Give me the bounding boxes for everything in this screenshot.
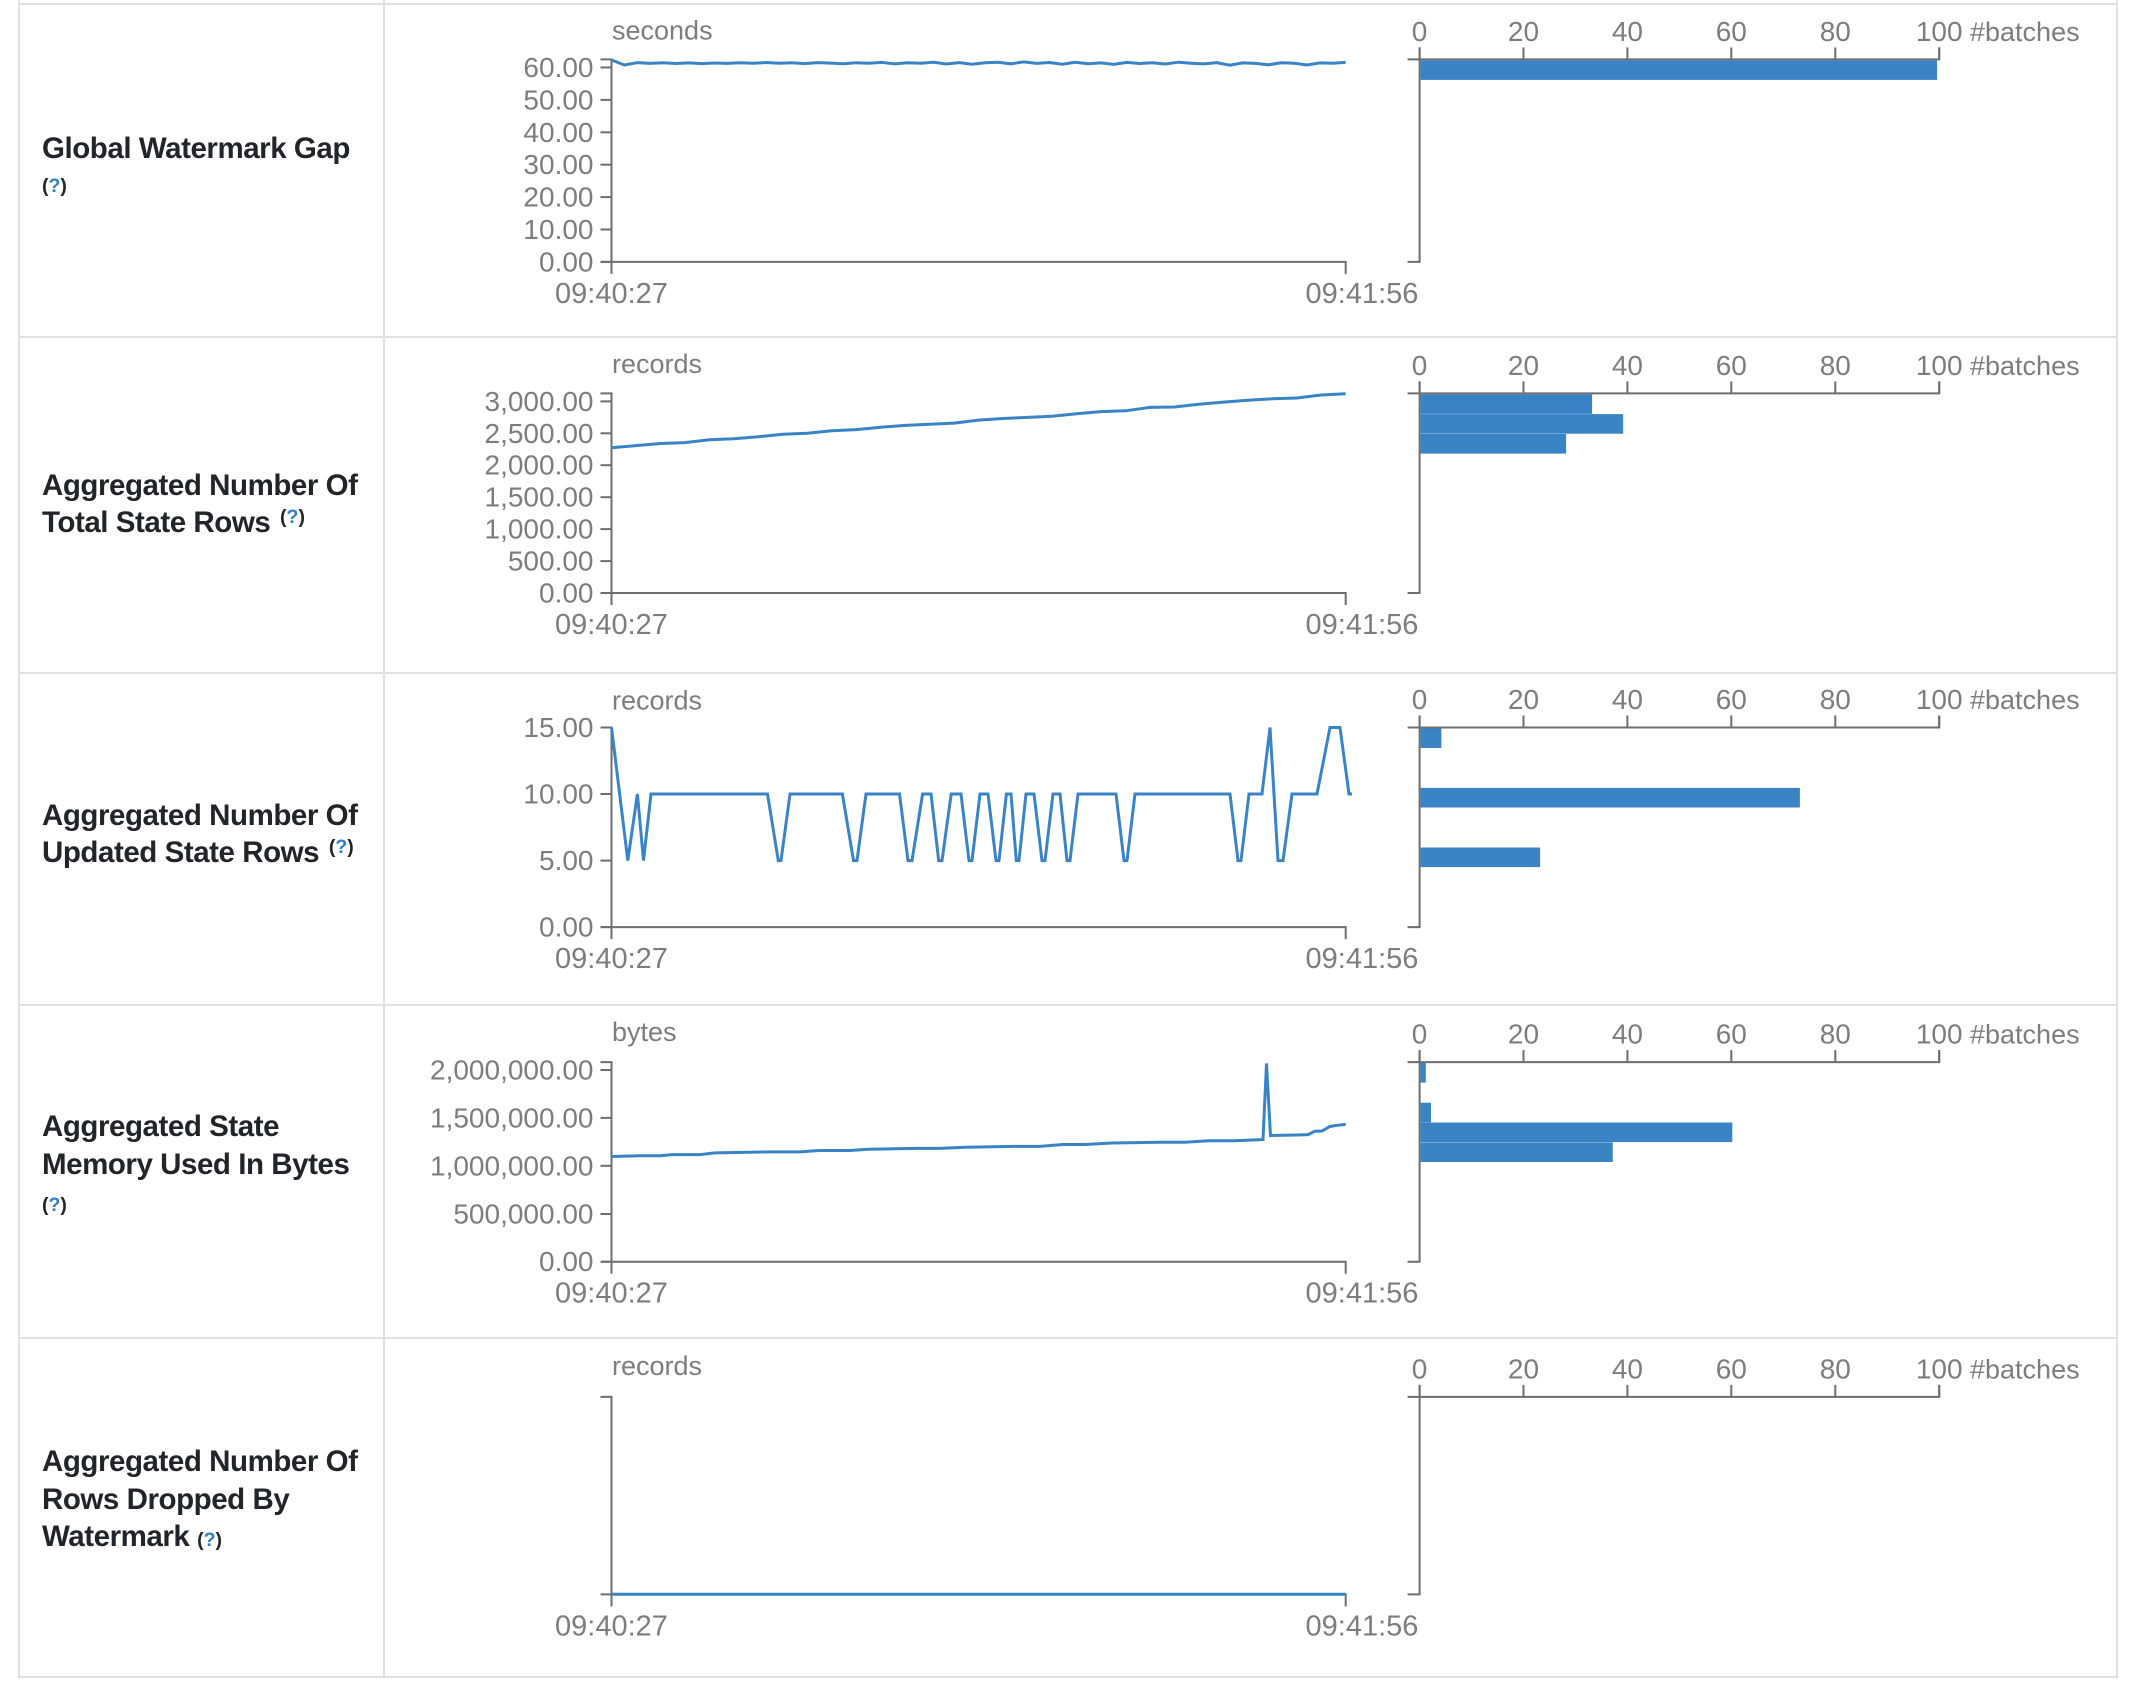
svg-text:20: 20 — [1508, 1353, 1539, 1384]
svg-text:09:41:56: 09:41:56 — [1306, 943, 1419, 975]
svg-text:5.00: 5.00 — [539, 845, 594, 876]
svg-text:80: 80 — [1820, 1019, 1851, 1050]
svg-text:bytes: bytes — [612, 1017, 677, 1047]
svg-text:60: 60 — [1716, 684, 1747, 715]
svg-text:100: 100 — [1916, 1019, 1963, 1050]
svg-text:1,500,000.00: 1,500,000.00 — [430, 1102, 594, 1133]
svg-text:seconds: seconds — [612, 16, 713, 46]
svg-text:09:40:27: 09:40:27 — [555, 609, 668, 641]
svg-text:0: 0 — [1412, 350, 1428, 381]
svg-text:60: 60 — [1716, 1353, 1747, 1384]
svg-text:80: 80 — [1820, 350, 1851, 381]
svg-text:0.00: 0.00 — [539, 578, 594, 609]
svg-text:records: records — [612, 349, 702, 379]
svg-text:1,000,000.00: 1,000,000.00 — [430, 1150, 594, 1181]
svg-text:80: 80 — [1820, 684, 1851, 715]
svg-text:500.00: 500.00 — [508, 546, 594, 577]
svg-text:3,000.00: 3,000.00 — [485, 386, 594, 417]
svg-text:40: 40 — [1612, 1019, 1643, 1050]
svg-text:09:41:56: 09:41:56 — [1306, 1610, 1419, 1642]
svg-text:20: 20 — [1508, 350, 1539, 381]
svg-text:records: records — [612, 1351, 702, 1381]
svg-text:2,000.00: 2,000.00 — [485, 450, 594, 481]
svg-text:09:41:56: 09:41:56 — [1306, 1278, 1419, 1310]
svg-text:100: 100 — [1916, 684, 1963, 715]
svg-text:40: 40 — [1612, 16, 1643, 47]
svg-text:20: 20 — [1508, 16, 1539, 47]
svg-text:50.00: 50.00 — [523, 84, 593, 115]
svg-text:100: 100 — [1916, 350, 1963, 381]
svg-text:#batches: #batches — [1970, 1020, 2080, 1050]
svg-text:#batches: #batches — [1970, 685, 2080, 715]
svg-text:20: 20 — [1508, 1019, 1539, 1050]
svg-text:0.00: 0.00 — [539, 246, 594, 277]
svg-text:1,500.00: 1,500.00 — [485, 482, 594, 513]
svg-text:15.00: 15.00 — [523, 712, 593, 743]
svg-text:20.00: 20.00 — [523, 182, 593, 213]
svg-text:0.00: 0.00 — [539, 912, 594, 943]
svg-text:2,000,000.00: 2,000,000.00 — [430, 1055, 594, 1086]
svg-text:60: 60 — [1716, 16, 1747, 47]
svg-text:10.00: 10.00 — [523, 214, 593, 245]
svg-text:500,000.00: 500,000.00 — [453, 1199, 593, 1230]
svg-text:1,000.00: 1,000.00 — [485, 514, 594, 545]
svg-text:09:40:27: 09:40:27 — [555, 943, 668, 975]
svg-text:40: 40 — [1612, 1353, 1643, 1384]
svg-text:80: 80 — [1820, 16, 1851, 47]
svg-text:09:40:27: 09:40:27 — [555, 1278, 668, 1310]
svg-text:0.00: 0.00 — [539, 1246, 594, 1277]
svg-text:60.00: 60.00 — [523, 52, 593, 83]
svg-text:09:40:27: 09:40:27 — [555, 278, 668, 310]
svg-text:40: 40 — [1612, 350, 1643, 381]
svg-text:0: 0 — [1412, 1353, 1428, 1384]
svg-text:09:41:56: 09:41:56 — [1306, 609, 1419, 641]
svg-text:10.00: 10.00 — [523, 779, 593, 810]
svg-text:0: 0 — [1412, 684, 1428, 715]
svg-text:40: 40 — [1612, 684, 1643, 715]
svg-text:09:40:27: 09:40:27 — [555, 1610, 668, 1642]
svg-text:0: 0 — [1412, 16, 1428, 47]
svg-text:100: 100 — [1916, 16, 1963, 47]
svg-text:60: 60 — [1716, 1019, 1747, 1050]
svg-text:30.00: 30.00 — [523, 149, 593, 180]
svg-text:20: 20 — [1508, 684, 1539, 715]
svg-text:09:41:56: 09:41:56 — [1306, 278, 1419, 310]
svg-text:100: 100 — [1916, 1353, 1963, 1384]
svg-text:#batches: #batches — [1970, 1354, 2080, 1384]
svg-text:80: 80 — [1820, 1353, 1851, 1384]
svg-text:40.00: 40.00 — [523, 117, 593, 148]
svg-text:60: 60 — [1716, 350, 1747, 381]
svg-text:records: records — [612, 686, 702, 716]
svg-text:#batches: #batches — [1970, 351, 2080, 381]
svg-text:2,500.00: 2,500.00 — [485, 418, 594, 449]
svg-text:#batches: #batches — [1970, 17, 2080, 47]
svg-text:0: 0 — [1412, 1019, 1428, 1050]
